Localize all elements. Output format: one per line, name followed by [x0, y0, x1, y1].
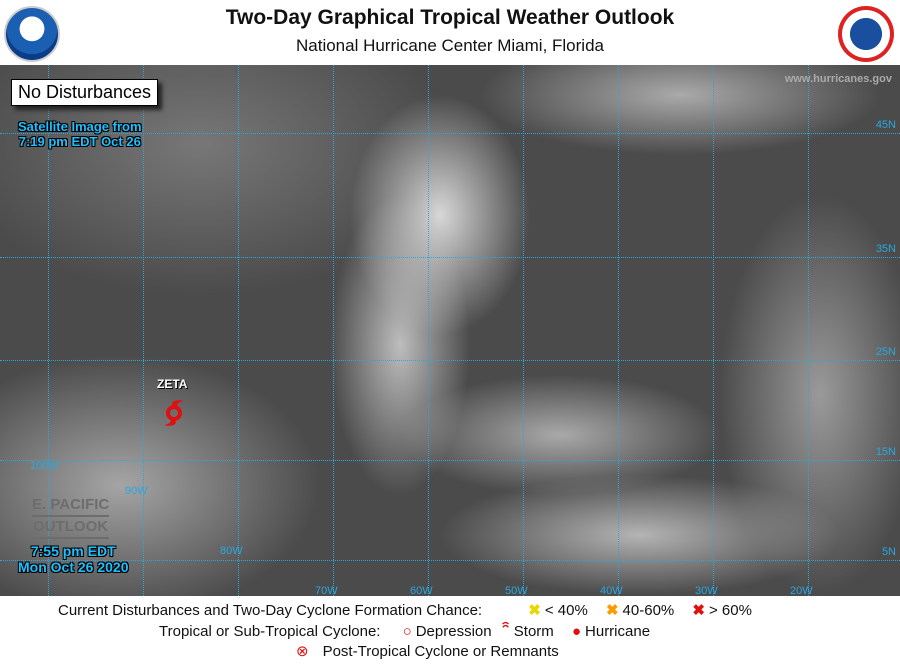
depression-label: Depression — [415, 623, 492, 640]
epac-line: OUTLOOK — [32, 517, 110, 539]
longitude-line — [808, 65, 809, 596]
legend-row-cyclones: Tropical or Sub-Tropical Cyclone: ○ Depre… — [159, 622, 650, 644]
longitude-line — [618, 65, 619, 596]
longitude-line — [48, 65, 49, 596]
legend-label: Current Disturbances and Two-Day Cyclone… — [58, 602, 483, 619]
nws-logo[interactable] — [838, 6, 894, 62]
longitude-label: 80W — [220, 545, 243, 557]
longitude-line — [238, 65, 239, 596]
hurricane-icon: ● — [571, 623, 582, 640]
x-yellow-icon: ✖ — [528, 602, 541, 619]
latitude-label: 25N — [875, 346, 896, 358]
page-title: Two-Day Graphical Tropical Weather Outlo… — [225, 6, 675, 29]
epac-line: E. PACIFIC — [32, 495, 110, 517]
x-orange-icon: ✖ — [605, 602, 619, 619]
latitude-label: 45N — [875, 119, 896, 131]
latitude-label: 5N — [881, 546, 896, 558]
longitude-label: 70W — [315, 585, 338, 596]
longitude-label: 90W — [125, 485, 148, 497]
hurricane-label: Hurricane — [585, 623, 651, 640]
longitude-line — [713, 65, 714, 596]
latitude-line — [0, 360, 900, 361]
longitude-label: 30W — [695, 585, 718, 596]
issued-line: Mon Oct 26 2020 — [18, 559, 129, 575]
longitude-line — [333, 65, 334, 596]
post-tropical-icon: ⊗ — [296, 643, 309, 660]
issued-time: 7:55 pm EDT Mon Oct 26 2020 — [18, 543, 129, 575]
epac-outlook-link[interactable]: E. PACIFIC OUTLOOK — [32, 495, 110, 539]
latitude-line — [0, 460, 900, 461]
latitude-line — [0, 560, 900, 561]
storm-label: Storm — [513, 623, 554, 640]
noaa-logo[interactable] — [4, 6, 60, 62]
legend-label: Post-Tropical Cyclone or Remnants — [322, 643, 559, 660]
longitude-label: 20W — [790, 585, 813, 596]
open-circle-icon: ○ — [402, 623, 412, 640]
hurricane-icon[interactable] — [160, 399, 188, 427]
longitude-label: 50W — [505, 585, 528, 596]
issued-line: 7:55 pm EDT — [30, 543, 116, 559]
longitude-line — [428, 65, 429, 596]
legend: Current Disturbances and Two-Day Cyclone… — [0, 596, 900, 665]
longitude-line — [523, 65, 524, 596]
storm-name[interactable]: ZETA — [157, 377, 188, 391]
longitude-label: 60W — [410, 585, 433, 596]
legend-label: Tropical or Sub-Tropical Cyclone: — [159, 623, 381, 640]
chance-high: > 60% — [709, 602, 752, 619]
header: Two-Day Graphical Tropical Weather Outlo… — [0, 0, 900, 65]
caption-line: 7:19 pm EDT Oct 26 — [18, 134, 141, 149]
latitude-label: 15N — [875, 446, 896, 458]
latitude-line — [0, 257, 900, 258]
longitude-label: 40W — [600, 585, 623, 596]
latitude-label: 35N — [875, 243, 896, 255]
latitude-line — [0, 133, 900, 134]
satellite-map: 100W 90W 80W 70W 60W 50W 40W 30W 20W 45N 35N 25N 15N… — [0, 65, 900, 596]
chance-low: < 40% — [544, 602, 588, 619]
longitude-label: 100W — [30, 460, 59, 472]
status-box: No Disturbances — [11, 79, 159, 106]
website-watermark: www.hurricanes.gov — [784, 73, 892, 85]
caption-line: Satellite Image from — [18, 119, 142, 134]
longitude-line — [143, 65, 144, 596]
legend-row-post-tropical: ⊗ Post-Tropical Cyclone or Remnants — [296, 642, 559, 660]
x-red-icon: ✖ — [692, 602, 705, 619]
chance-medium: 40-60% — [622, 602, 675, 619]
page-subtitle: National Hurricane Center Miami, Florida — [295, 36, 604, 55]
legend-row-disturbances: Current Disturbances and Two-Day Cyclone… — [58, 601, 752, 619]
satellite-caption: Satellite Image from 7:19 pm EDT Oct 26 — [18, 119, 142, 149]
